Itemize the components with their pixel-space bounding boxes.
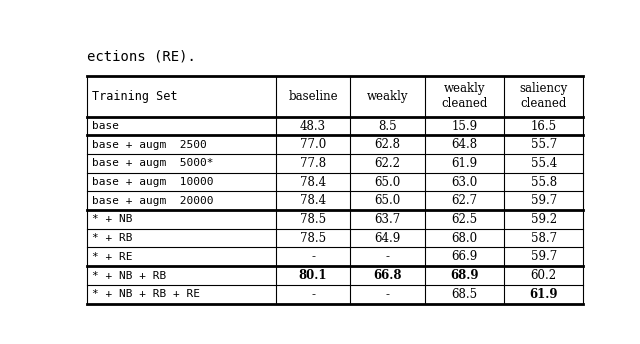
- Text: 78.5: 78.5: [300, 232, 326, 245]
- Text: 66.8: 66.8: [373, 269, 402, 282]
- Text: weakly: weakly: [367, 90, 408, 103]
- Text: 68.5: 68.5: [451, 288, 477, 301]
- Text: 59.7: 59.7: [531, 250, 557, 263]
- Text: -: -: [385, 288, 390, 301]
- Text: -: -: [311, 250, 315, 263]
- Text: 15.9: 15.9: [451, 120, 477, 132]
- Text: 58.7: 58.7: [531, 232, 557, 245]
- Text: 60.2: 60.2: [531, 269, 557, 282]
- Text: * + RE: * + RE: [92, 252, 133, 262]
- Text: 62.8: 62.8: [374, 138, 401, 151]
- Text: 55.8: 55.8: [531, 176, 557, 189]
- Text: 59.2: 59.2: [531, 213, 557, 226]
- Text: 8.5: 8.5: [378, 120, 397, 132]
- Text: 78.5: 78.5: [300, 213, 326, 226]
- Text: -: -: [385, 250, 390, 263]
- Text: 62.5: 62.5: [451, 213, 477, 226]
- Text: 63.0: 63.0: [451, 176, 477, 189]
- Text: 64.9: 64.9: [374, 232, 401, 245]
- Text: 55.4: 55.4: [531, 157, 557, 170]
- Text: 62.7: 62.7: [451, 194, 477, 207]
- Text: base + augm  10000: base + augm 10000: [92, 177, 214, 187]
- Text: 66.9: 66.9: [451, 250, 477, 263]
- Text: base + augm  5000*: base + augm 5000*: [92, 159, 214, 169]
- Text: 78.4: 78.4: [300, 194, 326, 207]
- Text: 77.0: 77.0: [300, 138, 326, 151]
- Text: base + augm  2500: base + augm 2500: [92, 140, 207, 150]
- Text: * + NB + RB + RE: * + NB + RB + RE: [92, 289, 200, 299]
- Text: saliency
cleaned: saliency cleaned: [520, 82, 568, 110]
- Text: base + augm  20000: base + augm 20000: [92, 196, 214, 206]
- Text: baseline: baseline: [288, 90, 338, 103]
- Text: 62.2: 62.2: [374, 157, 401, 170]
- Text: 61.9: 61.9: [529, 288, 558, 301]
- Text: 61.9: 61.9: [451, 157, 477, 170]
- Text: 55.7: 55.7: [531, 138, 557, 151]
- Text: weakly
cleaned: weakly cleaned: [441, 82, 488, 110]
- Text: 16.5: 16.5: [531, 120, 557, 132]
- Text: 59.7: 59.7: [531, 194, 557, 207]
- Text: 68.9: 68.9: [450, 269, 479, 282]
- Text: 65.0: 65.0: [374, 176, 401, 189]
- Text: 65.0: 65.0: [374, 194, 401, 207]
- Text: 63.7: 63.7: [374, 213, 401, 226]
- Text: 68.0: 68.0: [451, 232, 477, 245]
- Text: base: base: [92, 121, 120, 131]
- Text: 77.8: 77.8: [300, 157, 326, 170]
- Text: 48.3: 48.3: [300, 120, 326, 132]
- Text: * + RB: * + RB: [92, 233, 133, 243]
- Text: * + NB: * + NB: [92, 214, 133, 225]
- Text: 78.4: 78.4: [300, 176, 326, 189]
- Text: -: -: [311, 288, 315, 301]
- Text: * + NB + RB: * + NB + RB: [92, 270, 166, 280]
- Text: Training Set: Training Set: [92, 90, 178, 103]
- Text: 64.8: 64.8: [451, 138, 477, 151]
- Text: 80.1: 80.1: [299, 269, 328, 282]
- Text: ections (RE).: ections (RE).: [88, 49, 196, 63]
